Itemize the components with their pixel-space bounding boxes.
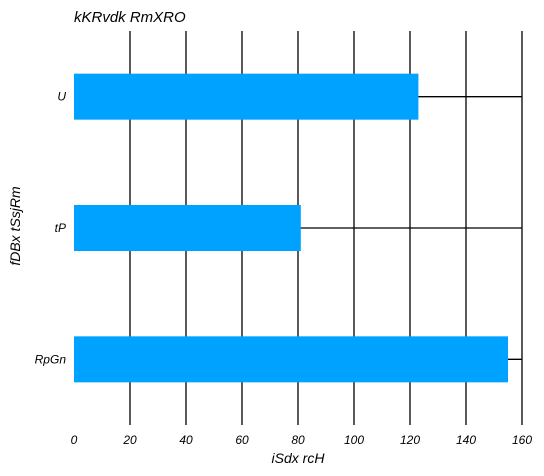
x-tick-label: 120 xyxy=(400,433,420,447)
x-tick-label: 20 xyxy=(122,433,137,447)
x-tick-label: 40 xyxy=(179,433,193,447)
y-tick-label: U xyxy=(57,90,66,104)
bar xyxy=(74,205,301,251)
y-tick-label: tP xyxy=(55,221,66,235)
x-tick-label: 80 xyxy=(291,433,305,447)
x-tick-label: 0 xyxy=(71,433,78,447)
y-tick-label: RpGn xyxy=(35,352,67,366)
x-tick-label: 60 xyxy=(235,433,249,447)
bar xyxy=(74,73,419,120)
y-axis-label: fDBx tSsjRm xyxy=(7,186,23,266)
x-axis-label: iSdx rcH xyxy=(272,450,326,466)
x-tick-label: 100 xyxy=(344,433,364,447)
x-tick-label: 140 xyxy=(456,433,476,447)
bar xyxy=(74,336,508,383)
bar-layer xyxy=(74,73,508,383)
x-tick-label: 160 xyxy=(512,433,532,447)
y-tick-labels: UtP RpGn xyxy=(35,90,67,367)
chart-title: kKRvdk RmXRO xyxy=(74,9,186,26)
x-tick-labels: 0 20 40 60 80 100 120 140 160 xyxy=(71,433,533,447)
